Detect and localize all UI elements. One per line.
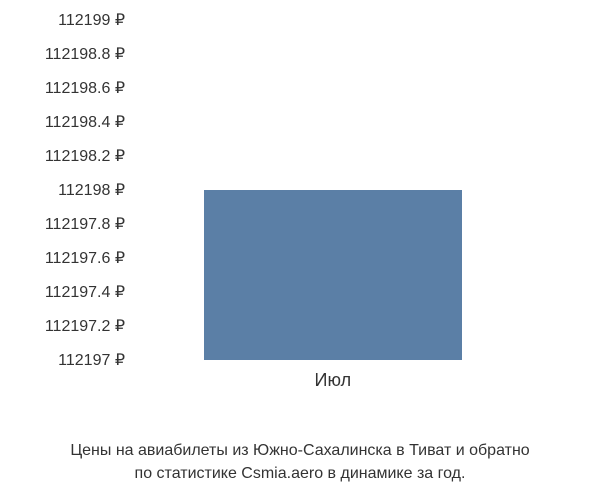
- x-label-july: Июл: [315, 370, 352, 391]
- caption-line-2: по статистике Csmia.aero в динамике за г…: [135, 465, 466, 482]
- caption-line-1: Цены на авиабилеты из Южно-Сахалинска в …: [70, 442, 529, 459]
- y-tick: 112197 ₽: [0, 350, 125, 370]
- y-tick: 112197.6 ₽: [0, 248, 125, 268]
- y-tick: 112198.4 ₽: [0, 112, 125, 132]
- y-tick: 112198 ₽: [0, 180, 125, 200]
- y-axis: 112199 ₽ 112198.8 ₽ 112198.6 ₽ 112198.4 …: [0, 20, 130, 360]
- y-tick: 112197.4 ₽: [0, 282, 125, 302]
- bar-july: [204, 190, 462, 360]
- chart-caption: Цены на авиабилеты из Южно-Сахалинска в …: [0, 440, 600, 485]
- chart-container: 112199 ₽ 112198.8 ₽ 112198.6 ₽ 112198.4 …: [0, 0, 600, 420]
- plot-area: [135, 20, 565, 360]
- y-tick: 112197.8 ₽: [0, 214, 125, 234]
- y-tick: 112199 ₽: [0, 10, 125, 30]
- y-tick: 112198.8 ₽: [0, 44, 125, 64]
- y-tick: 112198.2 ₽: [0, 146, 125, 166]
- y-tick: 112197.2 ₽: [0, 316, 125, 336]
- y-tick: 112198.6 ₽: [0, 78, 125, 98]
